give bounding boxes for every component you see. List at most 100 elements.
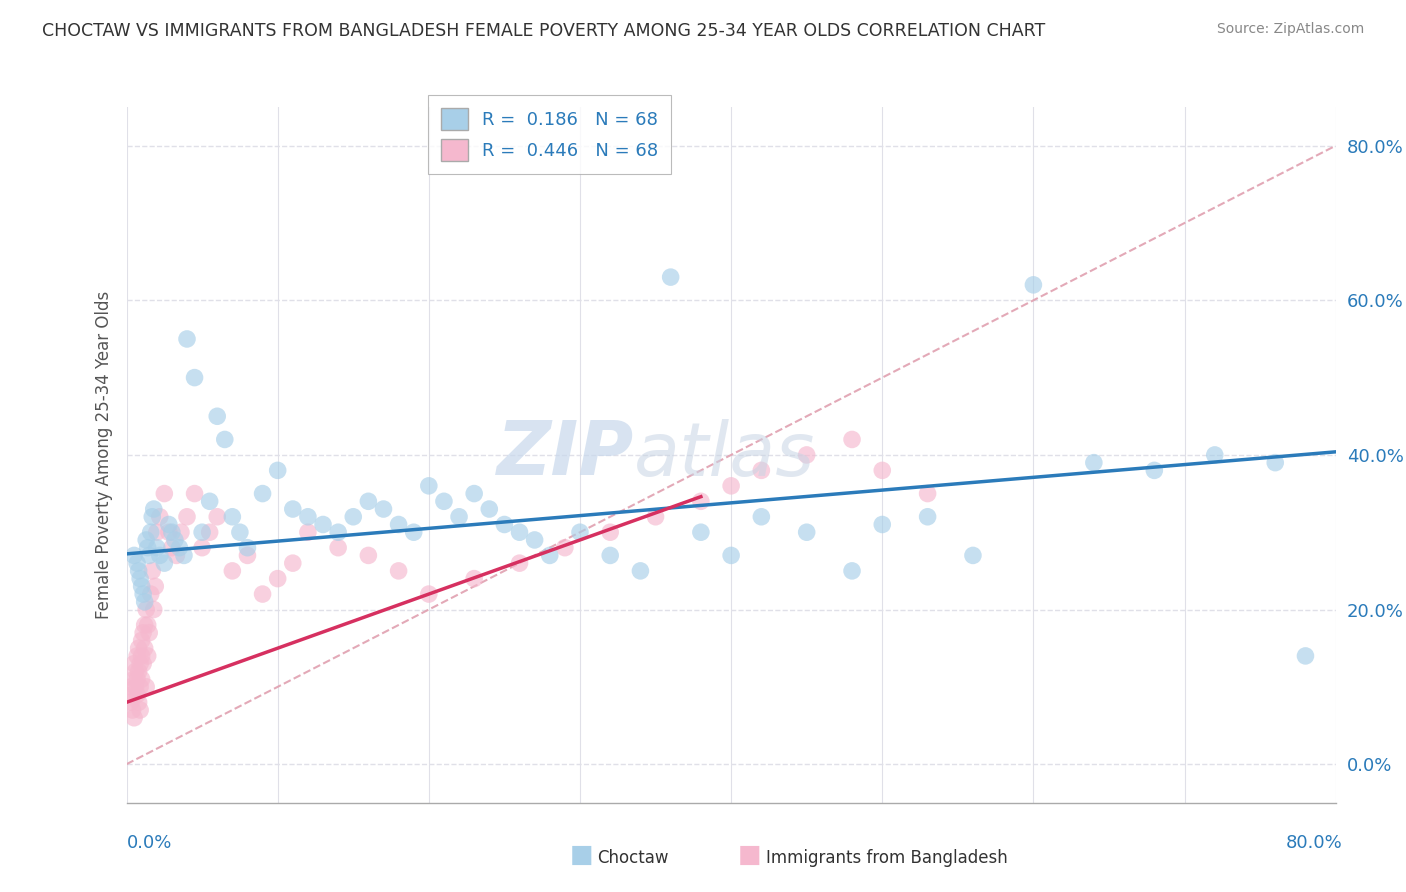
Point: [131, 648, 153, 663]
Text: Immigrants from Bangladesh: Immigrants from Bangladesh: [766, 849, 1008, 867]
Point: [139, 525, 162, 540]
Point: [160, 525, 183, 540]
Point: [1204, 448, 1226, 462]
Point: [142, 602, 165, 616]
Point: [252, 486, 274, 500]
Point: [131, 579, 153, 593]
Point: [326, 525, 350, 540]
Point: [962, 549, 984, 563]
Point: [554, 541, 576, 555]
Point: [281, 556, 304, 570]
Point: [433, 494, 456, 508]
Text: ■: ■: [738, 843, 762, 867]
Point: [128, 564, 150, 578]
Point: [418, 479, 440, 493]
Point: [149, 509, 172, 524]
Point: [281, 502, 304, 516]
Point: [214, 433, 236, 447]
Point: [568, 525, 592, 540]
Point: [122, 549, 145, 563]
Point: [135, 533, 157, 547]
Point: [134, 618, 156, 632]
Point: [170, 525, 193, 540]
Point: [751, 463, 773, 477]
Point: [221, 509, 243, 524]
Point: [141, 509, 163, 524]
Point: [1264, 456, 1286, 470]
Point: [173, 549, 195, 563]
Point: [128, 665, 150, 679]
Point: [198, 494, 221, 508]
Point: [136, 648, 159, 663]
Point: [205, 409, 228, 424]
Point: [176, 509, 198, 524]
Point: [538, 549, 561, 563]
Text: atlas: atlas: [634, 419, 815, 491]
Point: [297, 525, 319, 540]
Point: [312, 517, 335, 532]
Point: [447, 509, 470, 524]
Point: [153, 556, 176, 570]
Point: [644, 509, 666, 524]
Point: [720, 549, 742, 563]
Point: [146, 541, 169, 555]
Point: [478, 502, 501, 516]
Point: [267, 572, 290, 586]
Point: [141, 564, 163, 578]
Point: [127, 648, 149, 663]
Point: [357, 549, 380, 563]
Point: [796, 448, 818, 462]
Point: [917, 509, 939, 524]
Point: [176, 332, 198, 346]
Point: [153, 486, 176, 500]
Point: [872, 517, 894, 532]
Point: [157, 525, 180, 540]
Point: [267, 463, 290, 477]
Point: [121, 703, 143, 717]
Point: [917, 486, 939, 500]
Point: [157, 517, 180, 532]
Point: [131, 633, 153, 648]
Point: [160, 541, 183, 555]
Point: [127, 672, 149, 686]
Point: [494, 517, 516, 532]
Point: [509, 556, 531, 570]
Text: ■: ■: [569, 843, 593, 867]
Point: [1294, 648, 1316, 663]
Point: [165, 549, 187, 563]
Point: [402, 525, 425, 540]
Point: [124, 680, 146, 694]
Point: [509, 525, 531, 540]
Point: [129, 703, 152, 717]
Point: [1022, 277, 1045, 292]
Point: [121, 688, 143, 702]
Point: [198, 525, 221, 540]
Point: [342, 509, 364, 524]
Point: [659, 270, 682, 285]
Point: [120, 680, 142, 694]
Point: [388, 564, 411, 578]
Point: [139, 587, 162, 601]
Point: [128, 695, 150, 709]
Point: [134, 595, 156, 609]
Point: [138, 549, 160, 563]
Point: [169, 541, 191, 555]
Point: [751, 509, 773, 524]
Point: [229, 525, 252, 540]
Point: [630, 564, 652, 578]
Point: [122, 711, 145, 725]
Point: [373, 502, 395, 516]
Text: ZIP: ZIP: [498, 418, 634, 491]
Point: [191, 525, 214, 540]
Point: [129, 657, 152, 671]
Point: [132, 625, 155, 640]
Point: [418, 587, 440, 601]
Point: [136, 618, 159, 632]
Point: [128, 641, 150, 656]
Point: [841, 564, 863, 578]
Point: [120, 695, 142, 709]
Point: [132, 587, 155, 601]
Point: [326, 541, 350, 555]
Point: [163, 533, 186, 547]
Point: [129, 572, 152, 586]
